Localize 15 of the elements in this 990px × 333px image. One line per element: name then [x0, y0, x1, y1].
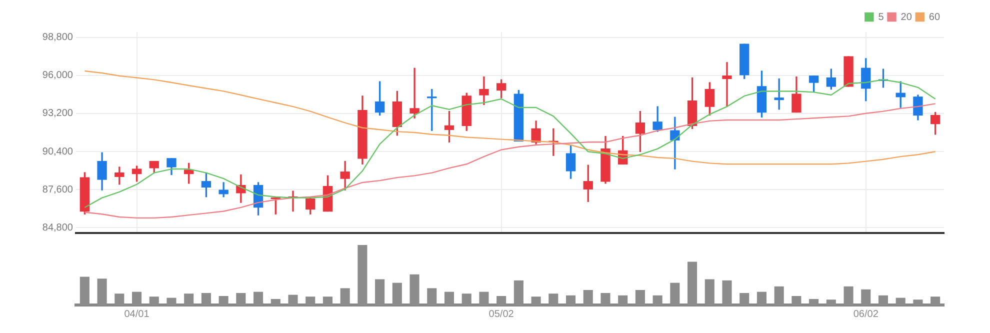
x-tick-label: 04/01	[124, 308, 150, 320]
legend-label: 60	[928, 12, 940, 23]
legend-label: 20	[900, 12, 912, 23]
y-tick-label: 98,800	[42, 32, 74, 44]
candlestick	[722, 62, 732, 107]
y-tick-label: 93,200	[42, 108, 74, 120]
candlestick	[410, 68, 420, 118]
y-tick-label: 84,800	[42, 222, 74, 234]
x-tick-label: 05/02	[488, 308, 514, 320]
y-tick-label: 90,400	[42, 146, 74, 158]
candlestick	[670, 116, 680, 170]
x-tick-label: 06/02	[853, 308, 879, 320]
legend-label: 5	[878, 12, 884, 23]
y-tick-label: 96,000	[42, 70, 74, 82]
y-tick-label: 87,600	[42, 184, 74, 196]
